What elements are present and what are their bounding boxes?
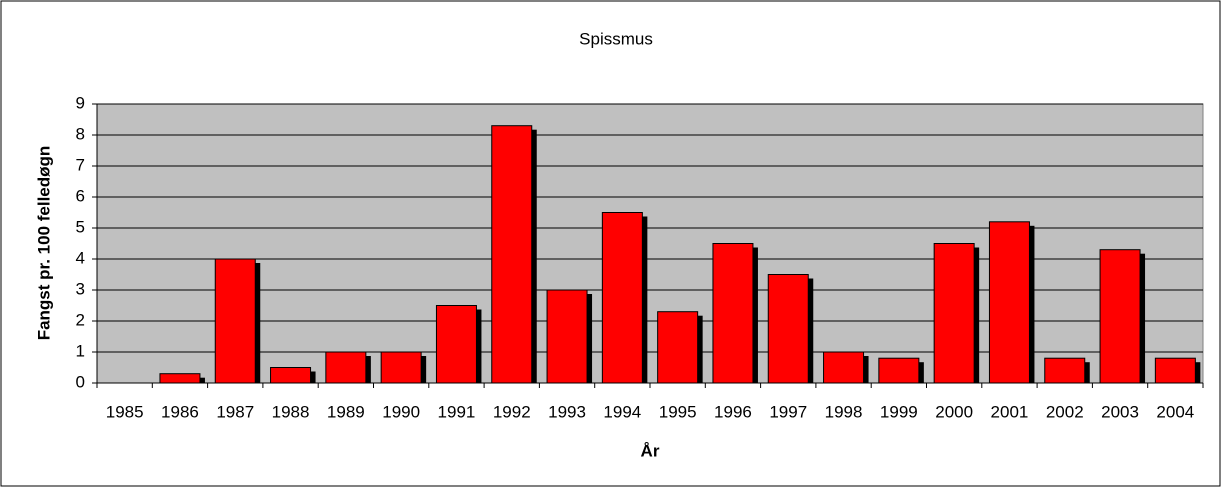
x-tick-label: 1994 [603, 402, 641, 421]
x-tick-label: 1991 [438, 402, 476, 421]
bar [380, 351, 422, 384]
plot-area [96, 103, 1204, 384]
y-tick-label: 0 [76, 372, 85, 391]
x-tick-label: 1999 [880, 402, 918, 421]
y-tick-label: 4 [76, 248, 85, 267]
x-tick-label: 1997 [769, 402, 807, 421]
x-tick-label: 1987 [216, 402, 254, 421]
x-axis-label: År [641, 441, 660, 460]
y-tick-label: 3 [76, 279, 85, 298]
y-axis-label: Fangst pr. 100 felledøgn [34, 146, 53, 341]
bar [823, 351, 865, 384]
bar [270, 367, 312, 384]
bar [712, 243, 754, 384]
x-tick-label: 1996 [714, 402, 752, 421]
x-tick-label: 1992 [493, 402, 531, 421]
bar [546, 289, 588, 384]
x-tick-label: 1988 [272, 402, 310, 421]
bar [767, 274, 809, 384]
bar [159, 373, 201, 384]
y-tick-label: 5 [76, 217, 85, 236]
bar [214, 258, 256, 384]
y-tick-label: 9 [76, 93, 85, 112]
bar [933, 243, 975, 384]
x-tick-label: 2003 [1101, 402, 1139, 421]
x-tick-label: 1998 [825, 402, 863, 421]
bar [491, 125, 533, 384]
y-tick-label: 7 [76, 155, 85, 174]
bar [1154, 357, 1196, 384]
bar [435, 305, 477, 384]
y-tick-label: 1 [76, 341, 85, 360]
bar [325, 351, 367, 384]
x-tick-label: 2002 [1046, 402, 1084, 421]
bar [988, 221, 1030, 384]
bar [657, 311, 699, 384]
x-tick-label: 1985 [106, 402, 144, 421]
bar [878, 357, 920, 384]
x-tick-label: 2004 [1156, 402, 1194, 421]
x-tick-label: 2001 [991, 402, 1029, 421]
x-tick-label: 1993 [548, 402, 586, 421]
bar [1044, 357, 1086, 384]
x-tick-label: 1995 [659, 402, 697, 421]
x-tick-label: 1986 [161, 402, 199, 421]
y-tick-label: 8 [76, 124, 85, 143]
x-tick-label: 1989 [327, 402, 365, 421]
x-tick-label: 2000 [935, 402, 973, 421]
chart-title: Spissmus [579, 29, 653, 48]
y-tick-label: 2 [76, 310, 85, 329]
bar [1099, 249, 1141, 384]
y-tick-label: 6 [76, 186, 85, 205]
bar [601, 212, 643, 384]
x-tick-label: 1990 [382, 402, 420, 421]
